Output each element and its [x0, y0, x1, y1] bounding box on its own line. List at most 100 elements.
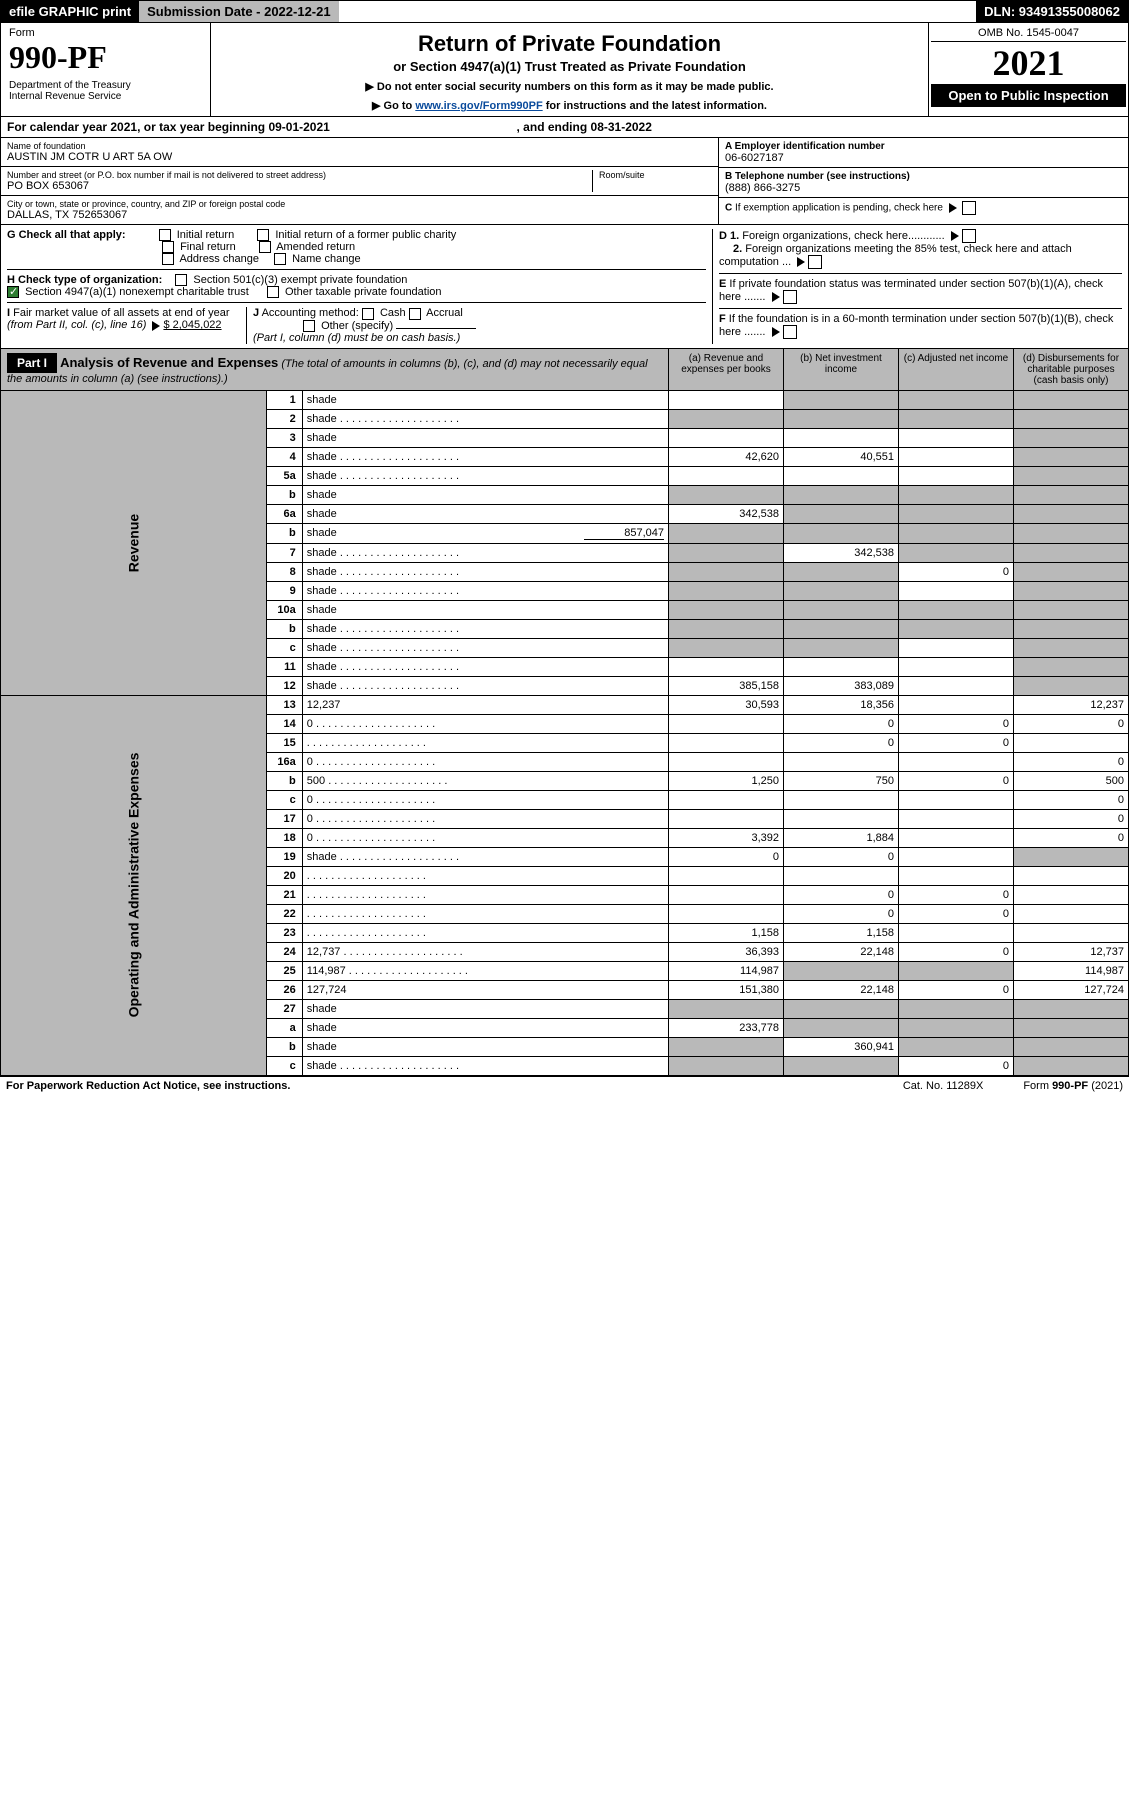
cell-shaded: [669, 619, 784, 638]
cell-shaded: [899, 543, 1014, 562]
cell-value: [899, 447, 1014, 466]
line-description: [302, 923, 668, 942]
form-header: Form 990-PF Department of the TreasuryIn…: [0, 23, 1129, 117]
cell-shaded: [669, 638, 784, 657]
cell-value: [669, 809, 784, 828]
checkbox-final-return[interactable]: [162, 241, 174, 253]
checkbox-address-change[interactable]: [162, 253, 174, 265]
footer-left: For Paperwork Reduction Act Notice, see …: [6, 1080, 290, 1092]
cell-shaded: [1014, 543, 1129, 562]
col-a-header: (a) Revenue and expenses per books: [668, 349, 783, 390]
line-description: shade: [302, 581, 668, 600]
checkbox-initial-former[interactable]: [257, 229, 269, 241]
cell-value: 0: [784, 885, 899, 904]
line-number: c: [266, 790, 302, 809]
cell-value: [899, 866, 1014, 885]
tax-year: 2021: [931, 42, 1126, 84]
line-description: [302, 866, 668, 885]
checkbox-501c3[interactable]: [175, 274, 187, 286]
line-number: c: [266, 1056, 302, 1075]
cell-shaded: [899, 523, 1014, 543]
checkbox-accrual[interactable]: [409, 308, 421, 320]
cell-shaded: [784, 638, 899, 657]
checkbox-f[interactable]: [783, 325, 797, 339]
checkbox-other-method[interactable]: [303, 320, 315, 332]
cell-shaded: [784, 504, 899, 523]
instruction-2: ▶ Go to www.irs.gov/Form990PF for instru…: [219, 99, 920, 112]
cell-value: 1,158: [784, 923, 899, 942]
cell-value: 0: [784, 904, 899, 923]
cell-shaded: [784, 619, 899, 638]
cell-shaded: [669, 523, 784, 543]
checkbox-name-change[interactable]: [274, 253, 286, 265]
cell-value: 0: [784, 847, 899, 866]
cell-value: 151,380: [669, 980, 784, 999]
line-number: 7: [266, 543, 302, 562]
cell-shaded: [669, 485, 784, 504]
cell-value: [669, 733, 784, 752]
cell-value: 0: [899, 885, 1014, 904]
efile-label[interactable]: efile GRAPHIC print: [1, 1, 139, 22]
checkbox-cash[interactable]: [362, 308, 374, 320]
checkbox-4947a1-checked[interactable]: [7, 286, 19, 298]
inspection-label: Open to Public Inspection: [931, 84, 1126, 107]
cell-shaded: [899, 391, 1014, 410]
part1-title: Analysis of Revenue and Expenses: [60, 355, 278, 370]
cell-value: 12,237: [1014, 695, 1129, 714]
line-description: 500: [302, 771, 668, 790]
cell-shaded: [899, 619, 1014, 638]
phone-value: (888) 866-3275: [725, 182, 1122, 194]
cell-value: 233,778: [669, 1018, 784, 1037]
checkbox-amended[interactable]: [259, 241, 271, 253]
checkbox-other-taxable[interactable]: [267, 286, 279, 298]
cell-value: [784, 866, 899, 885]
checkbox-initial-return[interactable]: [159, 229, 171, 241]
header-mid: Return of Private Foundation or Section …: [211, 23, 928, 116]
form990pf-link[interactable]: www.irs.gov/Form990PF: [415, 100, 542, 112]
header-left: Form 990-PF Department of the TreasuryIn…: [1, 23, 211, 116]
cell-value: 383,089: [784, 676, 899, 695]
cell-value: 114,987: [1014, 961, 1129, 980]
city-row: City or town, state or province, country…: [1, 196, 718, 224]
cell-value: 0: [784, 714, 899, 733]
arrow-icon: [772, 327, 780, 337]
cell-shaded: [1014, 1018, 1129, 1037]
cell-shaded: [784, 581, 899, 600]
cell-value: [669, 866, 784, 885]
line-number: 3: [266, 428, 302, 447]
cell-shaded: [784, 485, 899, 504]
line-number: 16a: [266, 752, 302, 771]
line-description: shade: [302, 447, 668, 466]
cell-value: [899, 752, 1014, 771]
instruction-1: ▶ Do not enter social security numbers o…: [219, 80, 920, 93]
line-description: 0: [302, 790, 668, 809]
line-number: b: [266, 523, 302, 543]
line-number: b: [266, 1037, 302, 1056]
cell-value: [784, 428, 899, 447]
cell-value: 342,538: [784, 543, 899, 562]
cell-shaded: [1014, 676, 1129, 695]
line-description: shade: [302, 676, 668, 695]
foundation-name-row: Name of foundation AUSTIN JM COTR U ART …: [1, 138, 718, 167]
checkbox-d1[interactable]: [962, 229, 976, 243]
side-label: Operating and Administrative Expenses: [1, 695, 267, 1075]
part1-label: Part I: [7, 353, 57, 373]
cell-value: 360,941: [784, 1037, 899, 1056]
line-description: [302, 904, 668, 923]
cell-shaded: [1014, 619, 1129, 638]
checkbox-d2[interactable]: [808, 255, 822, 269]
cell-value: [784, 809, 899, 828]
cell-shaded: [1014, 523, 1129, 543]
cell-value: [899, 809, 1014, 828]
line-number: 9: [266, 581, 302, 600]
cell-value: 22,148: [784, 980, 899, 999]
part1-title-cell: Part I Analysis of Revenue and Expenses …: [1, 349, 668, 390]
checkbox-e[interactable]: [783, 290, 797, 304]
cell-value: 1,884: [784, 828, 899, 847]
cell-shaded: [1014, 504, 1129, 523]
col-d-header: (d) Disbursements for charitable purpose…: [1013, 349, 1128, 390]
cell-value: [669, 885, 784, 904]
checkbox-c[interactable]: [962, 201, 976, 215]
phone-row: B Telephone number (see instructions) (8…: [719, 168, 1128, 198]
cell-shaded: [899, 485, 1014, 504]
